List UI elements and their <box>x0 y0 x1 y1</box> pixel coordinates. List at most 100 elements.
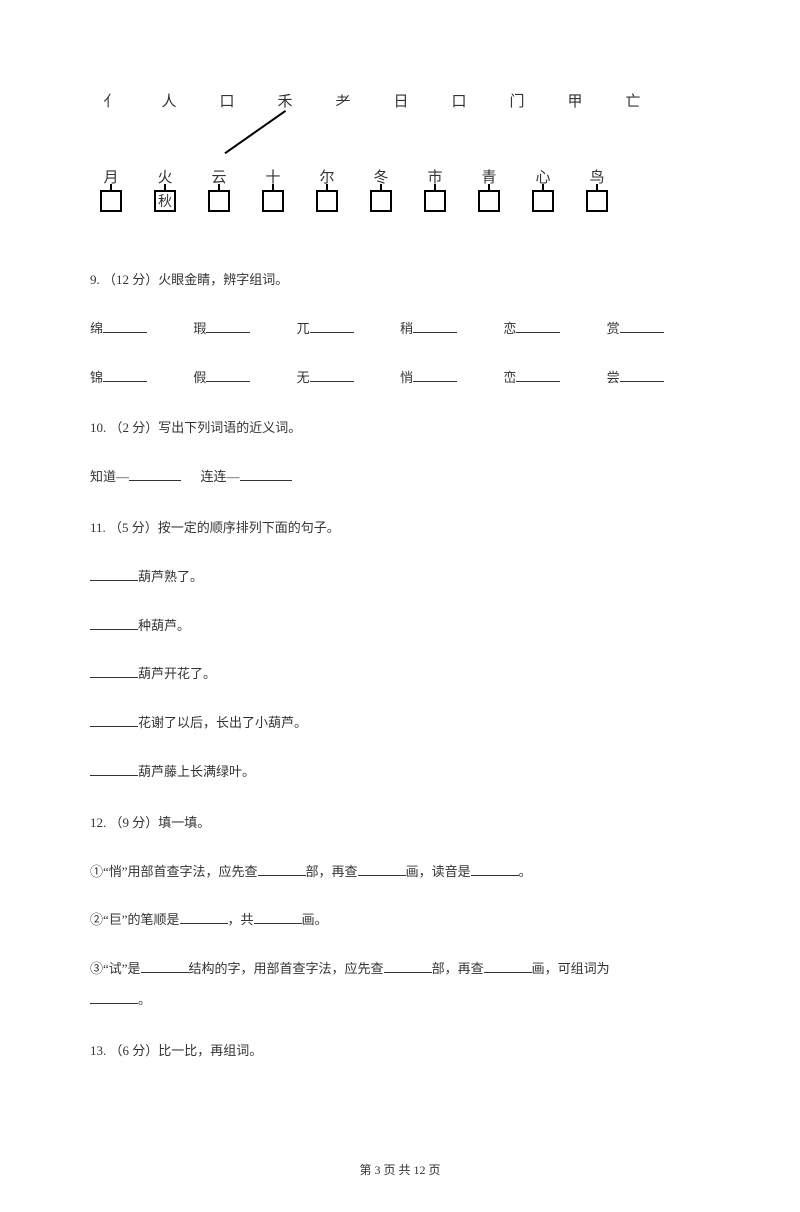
char-label: 尝 <box>607 370 620 385</box>
answer-box-filled[interactable]: 秋 <box>154 190 176 212</box>
top-char: 亻 <box>100 90 122 111</box>
item-label: 知道— <box>90 469 129 484</box>
fill-blank[interactable] <box>240 467 292 481</box>
q11-item: 葫芦熟了。 <box>90 567 710 588</box>
q11-item: 种葫芦。 <box>90 616 710 637</box>
q11-item: 葫芦藤上长满绿叶。 <box>90 762 710 783</box>
order-blank[interactable] <box>90 616 138 630</box>
answer-box[interactable] <box>586 190 608 212</box>
top-char: 耂 <box>332 90 354 111</box>
fill-blank[interactable] <box>206 368 250 382</box>
q-points: （9 分） <box>110 815 159 830</box>
fill-blank[interactable] <box>516 319 560 333</box>
q11-item: 葫芦开花了。 <box>90 664 710 685</box>
answer-box[interactable] <box>316 190 338 212</box>
answer-box[interactable] <box>424 190 446 212</box>
order-blank[interactable] <box>90 762 138 776</box>
char-label: 恋 <box>503 321 516 336</box>
q9-row1: 绵 瑕 兀 稍 恋 赏 <box>90 319 710 340</box>
order-blank[interactable] <box>90 713 138 727</box>
q12-line3-tail: 。 <box>90 990 710 1011</box>
q9-row2: 锦 假 无 悄 峦 尝 <box>90 368 710 389</box>
fill-blank[interactable] <box>358 862 406 876</box>
q-title: 写出下列词语的近义词。 <box>158 420 301 435</box>
answer-box[interactable] <box>100 190 122 212</box>
q-points: （2 分） <box>110 420 159 435</box>
top-char: 甲 <box>564 90 586 111</box>
q-points: （6 分） <box>110 1043 159 1058</box>
fill-blank[interactable] <box>310 368 354 382</box>
q-title: 按一定的顺序排列下面的句子。 <box>158 520 340 535</box>
page-footer: 第 3 页 共 12 页 <box>0 1161 800 1178</box>
fill-blank[interactable] <box>620 319 664 333</box>
q-number: 13. <box>90 1043 106 1058</box>
answer-box[interactable] <box>262 190 284 212</box>
fill-blank[interactable] <box>103 368 147 382</box>
diagram-bottom-row: 月 火 云 十 尔 冬 市 青 心 鸟 <box>100 166 608 187</box>
q12-line1: ①“悄”用部首查字法，应先查部，再查画，读音是。 <box>90 862 710 883</box>
fill-blank[interactable] <box>413 368 457 382</box>
text-part: 画，可组词为 <box>532 961 610 976</box>
fill-blank[interactable] <box>103 319 147 333</box>
q-points: （5 分） <box>109 520 158 535</box>
fill-blank[interactable] <box>129 467 181 481</box>
question-13: 13. （6 分）比一比，再组词。 <box>90 1041 710 1062</box>
answer-box[interactable] <box>370 190 392 212</box>
q10-items: 知道— 连连— <box>90 467 710 488</box>
char-label: 稍 <box>400 321 413 336</box>
question-9: 9. （12 分）火眼金睛，辨字组词。 绵 瑕 兀 稍 恋 赏 锦 假 无 悄 … <box>90 270 710 388</box>
sentence: 葫芦熟了。 <box>138 569 203 584</box>
fill-blank[interactable] <box>180 910 228 924</box>
q9-header: 9. （12 分）火眼金睛，辨字组词。 <box>90 270 710 291</box>
answer-box[interactable] <box>532 190 554 212</box>
q-number: 9. <box>90 272 100 287</box>
diagram-top-row: 亻 人 口 禾 耂 日 口 门 甲 亡 <box>100 90 644 111</box>
text-part: ①“悄”用部首查字法，应先查 <box>90 864 258 879</box>
q-points: （12 分） <box>103 272 158 287</box>
top-char: 禾 <box>274 90 296 111</box>
char-matching-diagram: 亻 人 口 禾 耂 日 口 门 甲 亡 月 火 云 十 尔 冬 市 青 心 鸟 … <box>90 80 710 240</box>
answer-box[interactable] <box>208 190 230 212</box>
fill-blank[interactable] <box>620 368 664 382</box>
q-number: 10. <box>90 420 106 435</box>
top-char: 门 <box>506 90 528 111</box>
sentence: 葫芦开花了。 <box>138 666 216 681</box>
top-char: 日 <box>390 90 412 111</box>
q13-header: 13. （6 分）比一比，再组词。 <box>90 1041 710 1062</box>
matching-line <box>224 110 286 154</box>
fill-blank[interactable] <box>258 862 306 876</box>
sentence: 种葫芦。 <box>138 618 190 633</box>
fill-blank[interactable] <box>206 319 250 333</box>
question-12: 12. （9 分）填一填。 ①“悄”用部首查字法，应先查部，再查画，读音是。 ②… <box>90 813 710 1011</box>
q-number: 11. <box>90 520 106 535</box>
top-char: 口 <box>216 90 238 111</box>
sentence: 花谢了以后，长出了小葫芦。 <box>138 715 307 730</box>
fill-blank[interactable] <box>384 959 432 973</box>
fill-blank[interactable] <box>484 959 532 973</box>
text-part: 结构的字，用部首查字法，应先查 <box>189 961 384 976</box>
top-char: 人 <box>158 90 180 111</box>
text-part: ，共 <box>228 912 254 927</box>
char-label: 赏 <box>607 321 620 336</box>
fill-blank[interactable] <box>310 319 354 333</box>
fill-blank[interactable] <box>141 959 189 973</box>
fill-blank[interactable] <box>90 990 138 1004</box>
text-part: 。 <box>138 992 151 1007</box>
order-blank[interactable] <box>90 567 138 581</box>
text-part: 部，再查 <box>432 961 484 976</box>
fill-blank[interactable] <box>254 910 302 924</box>
char-label: 瑕 <box>193 321 206 336</box>
fill-blank[interactable] <box>516 368 560 382</box>
sentence: 葫芦藤上长满绿叶。 <box>138 764 255 779</box>
q12-line2: ②“巨”的笔顺是，共画。 <box>90 910 710 931</box>
char-label: 锦 <box>90 370 103 385</box>
q12-line3: ③“试”是结构的字，用部首查字法，应先查部，再查画，可组词为 <box>90 959 710 980</box>
fill-blank[interactable] <box>413 319 457 333</box>
order-blank[interactable] <box>90 664 138 678</box>
answer-box[interactable] <box>478 190 500 212</box>
top-char: 亡 <box>622 90 644 111</box>
char-label: 无 <box>297 370 310 385</box>
fill-blank[interactable] <box>471 862 519 876</box>
q10-header: 10. （2 分）写出下列词语的近义词。 <box>90 418 710 439</box>
q-title: 火眼金睛，辨字组词。 <box>158 272 288 287</box>
